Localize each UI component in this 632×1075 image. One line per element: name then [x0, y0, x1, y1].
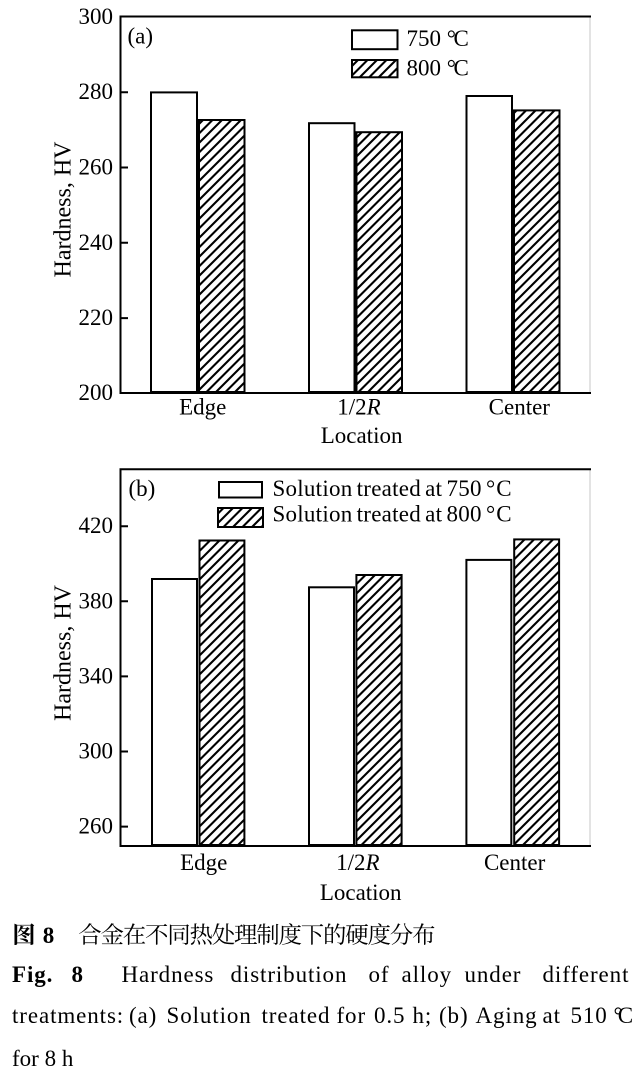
- svg-text:Location: Location: [320, 880, 402, 905]
- svg-text:800 °C: 800 °C: [407, 56, 469, 81]
- svg-text:420: 420: [79, 513, 114, 538]
- svg-text:380: 380: [79, 588, 114, 613]
- svg-text:Center: Center: [489, 394, 551, 419]
- svg-text:(a): (a): [128, 23, 154, 48]
- svg-text:240: 240: [79, 230, 114, 255]
- svg-text:8: 8: [43, 923, 55, 948]
- svg-text:300: 300: [79, 4, 114, 29]
- svg-text:1/2R: 1/2R: [337, 394, 380, 419]
- svg-text:Solution treated at 750 °C: Solution treated at 750 °C: [273, 476, 512, 501]
- svg-text:260: 260: [79, 155, 114, 180]
- svg-text:Hardness, HV: Hardness, HV: [51, 141, 77, 278]
- svg-text:Edge: Edge: [179, 394, 226, 419]
- svg-text:260: 260: [79, 814, 114, 839]
- svg-text:Solution treated at 800 °C: Solution treated at 800 °C: [273, 502, 512, 527]
- svg-text:Location: Location: [321, 423, 403, 448]
- svg-text:Hardness, HV: Hardness, HV: [51, 584, 77, 721]
- svg-text:220: 220: [79, 305, 114, 330]
- svg-text:1/2R: 1/2R: [336, 850, 379, 875]
- svg-text:340: 340: [79, 663, 114, 688]
- svg-text:280: 280: [79, 79, 114, 104]
- svg-text:Center: Center: [484, 850, 546, 875]
- svg-text:750 °C: 750 °C: [407, 26, 469, 51]
- svg-text:200: 200: [79, 380, 114, 405]
- svg-text:Edge: Edge: [180, 850, 227, 875]
- svg-text:300: 300: [79, 739, 114, 764]
- svg-text:(b): (b): [129, 476, 156, 501]
